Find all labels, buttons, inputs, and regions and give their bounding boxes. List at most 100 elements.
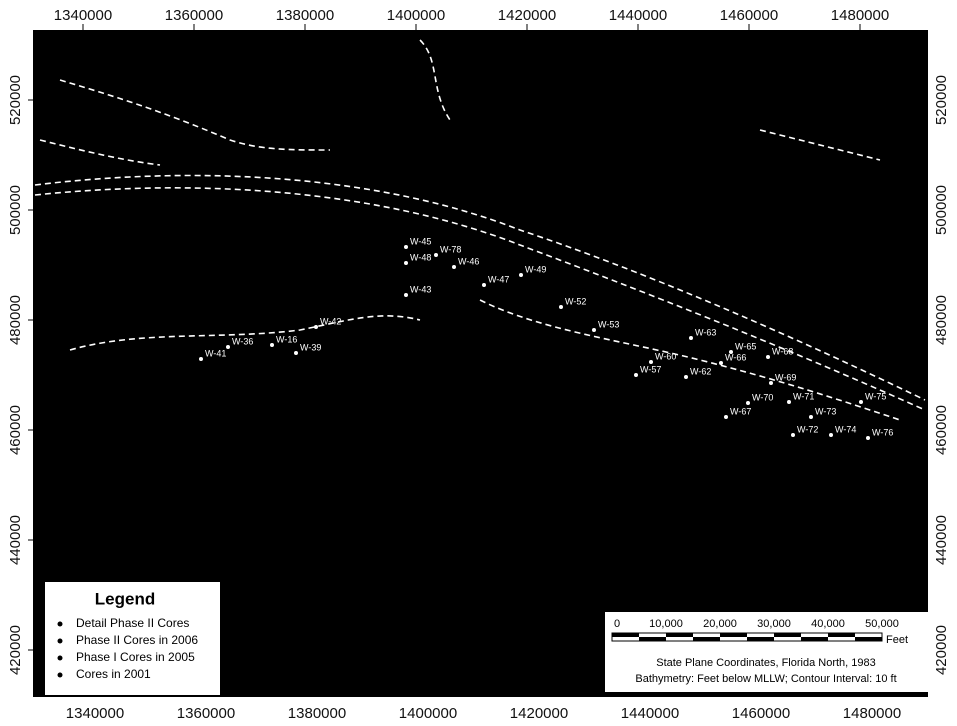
x-tick-label: 1460000: [720, 7, 778, 24]
core-label: W-76: [872, 427, 893, 437]
x-tick-label: 1400000: [387, 7, 445, 24]
y-tick-label: 440000: [933, 515, 950, 565]
core-marker: [404, 261, 408, 265]
core-label: W-73: [815, 406, 836, 416]
core-label: W-62: [690, 366, 711, 376]
scale-segment: [693, 637, 720, 641]
core-marker: [519, 273, 523, 277]
scale-segment: [666, 633, 693, 637]
core-marker: [719, 361, 723, 365]
scale-label: 0: [614, 618, 620, 630]
legend-symbol: [58, 622, 63, 627]
scale-label: 40,000: [811, 618, 845, 630]
x-tick-label: 1360000: [177, 705, 235, 722]
core-marker: [684, 375, 688, 379]
core-marker: [634, 373, 638, 377]
scale-label: 30,000: [757, 618, 791, 630]
core-marker: [746, 401, 750, 405]
x-tick-label: 1460000: [732, 705, 790, 722]
y-tick-label: 420000: [933, 625, 950, 675]
core-marker: [791, 433, 795, 437]
core-marker: [787, 400, 791, 404]
note: Bathymetry: Feet below MLLW; Contour Int…: [635, 673, 896, 685]
x-tick-label: 1360000: [165, 7, 223, 24]
y-tick-label: 440000: [7, 515, 24, 565]
core-marker: [452, 265, 456, 269]
scale-segment: [720, 633, 747, 637]
x-tick-label: 1380000: [288, 705, 346, 722]
core-marker: [859, 400, 863, 404]
core-marker: [434, 253, 438, 257]
y-tick-label: 480000: [7, 295, 24, 345]
core-label: W-43: [410, 284, 431, 294]
scale-segment: [747, 637, 774, 641]
scale-segment: [774, 633, 801, 637]
core-label: W-78: [440, 244, 461, 254]
scale-segment: [612, 633, 639, 637]
y-tick-label: 460000: [7, 405, 24, 455]
core-label: W-74: [835, 424, 856, 434]
x-tick-label: 1480000: [843, 705, 901, 722]
y-tick-label: 500000: [933, 185, 950, 235]
core-label: W-42: [320, 316, 341, 326]
legend-label: Cores in 2001: [76, 667, 151, 681]
core-marker: [404, 293, 408, 297]
x-tick-label: 1340000: [54, 7, 112, 24]
core-marker: [866, 436, 870, 440]
x-tick-label: 1400000: [399, 705, 457, 722]
core-label: W-53: [598, 319, 619, 329]
scale-label: 50,000: [865, 618, 899, 630]
note: State Plane Coordinates, Florida North, …: [656, 657, 876, 669]
scale-unit: Feet: [886, 634, 908, 646]
core-marker: [724, 415, 728, 419]
core-marker: [314, 325, 318, 329]
scale-segment: [855, 637, 882, 641]
legend-label: Phase II Cores in 2006: [76, 633, 198, 647]
core-label: W-75: [865, 391, 886, 401]
map-figure: W-45W-78W-48W-46W-47W-43W-49W-52W-53W-57…: [0, 0, 957, 726]
core-label: W-36: [232, 336, 253, 346]
y-tick-label: 520000: [933, 75, 950, 125]
core-label: W-45: [410, 236, 431, 246]
core-marker: [689, 336, 693, 340]
x-tick-label: 1420000: [510, 705, 568, 722]
core-marker: [294, 351, 298, 355]
core-marker: [766, 355, 770, 359]
legend-label: Detail Phase II Cores: [76, 616, 189, 630]
core-label: W-41: [205, 348, 226, 358]
core-label: W-72: [797, 424, 818, 434]
core-label: W-60: [655, 351, 676, 361]
y-tick-label: 520000: [7, 75, 24, 125]
core-marker: [270, 343, 274, 347]
core-marker: [482, 283, 486, 287]
legend-symbol: [58, 656, 63, 661]
x-tick-label: 1340000: [66, 705, 124, 722]
core-label: W-63: [695, 327, 716, 337]
scale-label: 10,000: [649, 618, 683, 630]
scale-segment: [828, 633, 855, 637]
core-label: W-49: [525, 264, 546, 274]
core-label: W-66: [725, 352, 746, 362]
core-label: W-48: [410, 252, 431, 262]
core-label: W-65: [735, 341, 756, 351]
core-label: W-70: [752, 392, 773, 402]
legend-title: Legend: [95, 589, 155, 608]
core-marker: [809, 415, 813, 419]
legend-symbol: [58, 673, 63, 678]
x-tick-label: 1440000: [621, 705, 679, 722]
scale-segment: [801, 637, 828, 641]
x-tick-label: 1420000: [498, 7, 556, 24]
core-marker: [226, 345, 230, 349]
core-marker: [769, 381, 773, 385]
x-tick-label: 1380000: [276, 7, 334, 24]
core-marker: [592, 328, 596, 332]
core-label: W-52: [565, 296, 586, 306]
core-label: W-71: [793, 391, 814, 401]
core-marker: [199, 357, 203, 361]
y-tick-label: 480000: [933, 295, 950, 345]
core-marker: [649, 360, 653, 364]
core-label: W-57: [640, 364, 661, 374]
y-tick-label: 500000: [7, 185, 24, 235]
core-marker: [404, 245, 408, 249]
core-label: W-46: [458, 256, 479, 266]
